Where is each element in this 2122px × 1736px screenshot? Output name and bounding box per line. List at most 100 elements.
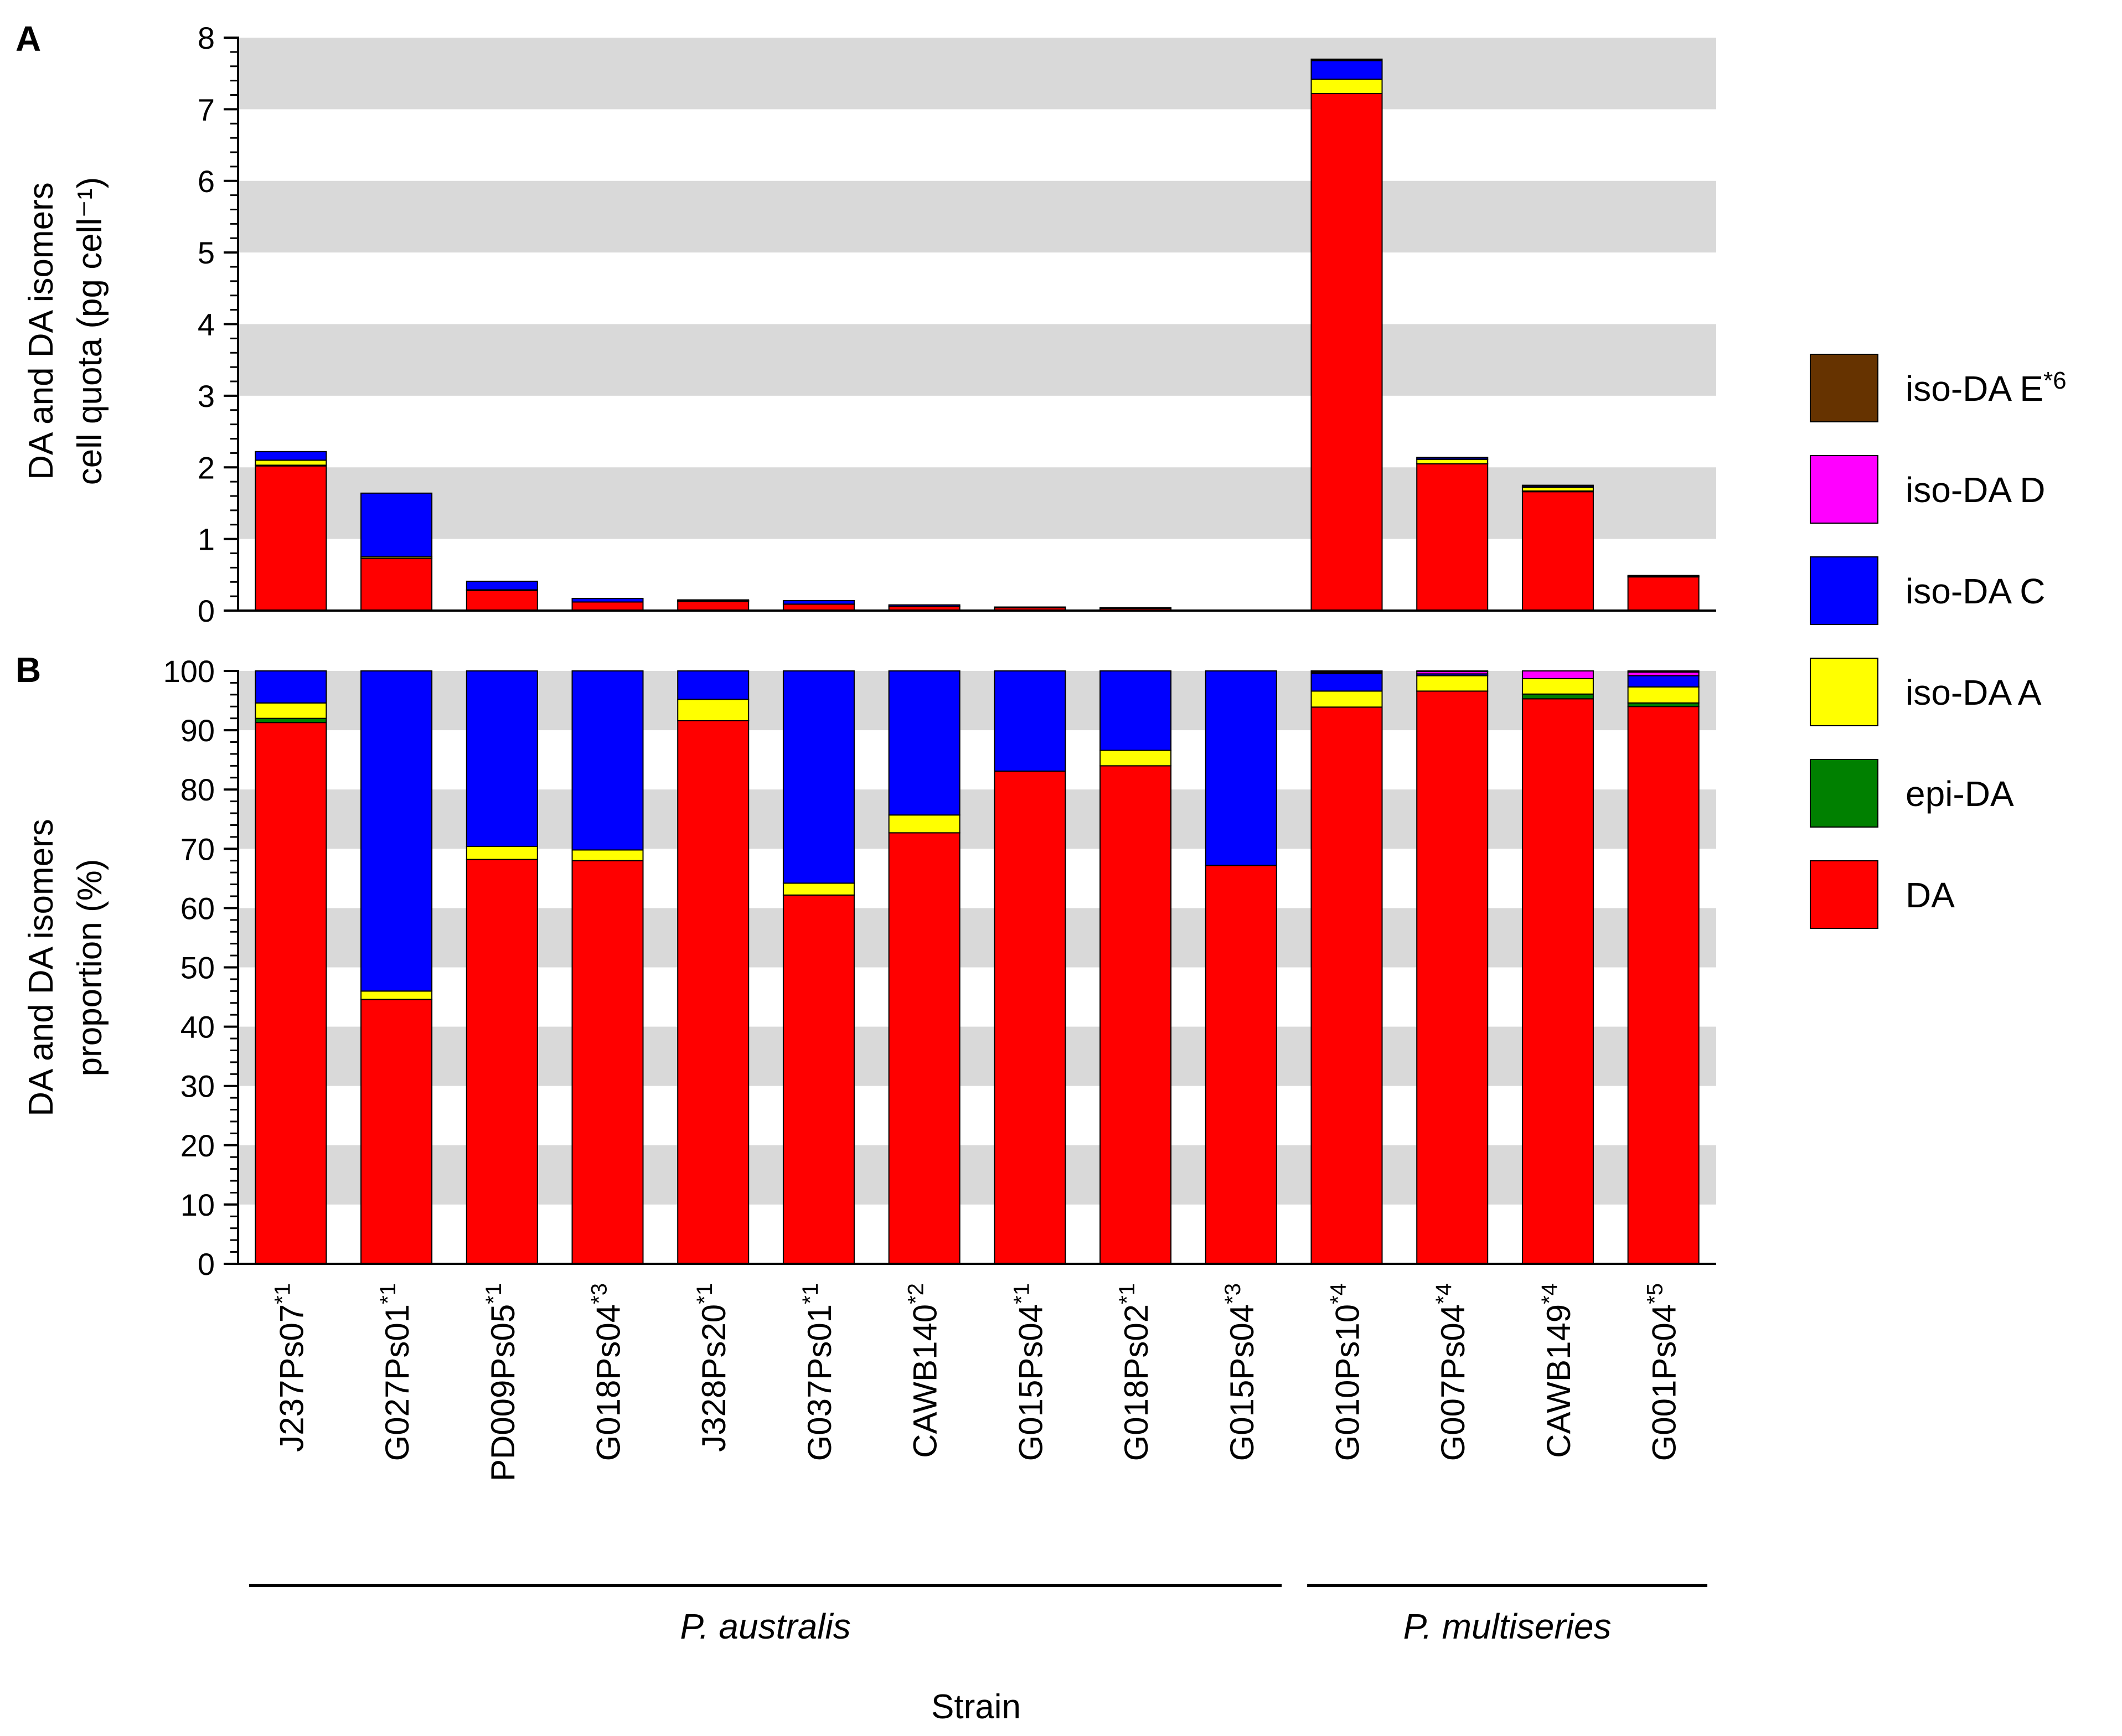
panel-b-y-tick-label: 100 bbox=[163, 654, 215, 689]
panel-b-bar-11-iso-da-a bbox=[1416, 675, 1489, 692]
strain-label: CAWB149*4 bbox=[1537, 1283, 1577, 1458]
strain-label: G037Ps01*1 bbox=[798, 1283, 838, 1461]
panel-a-bar-10-iso-da-c bbox=[1310, 60, 1383, 80]
panel-b-y-tick-label: 0 bbox=[198, 1247, 215, 1282]
legend-label: iso-DA C bbox=[1906, 571, 2046, 611]
panel-b-bars bbox=[255, 670, 1700, 1265]
strain-label: G015Ps04*3 bbox=[1221, 1283, 1261, 1461]
panel-a-bar-2-iso-da-c bbox=[466, 580, 538, 591]
panel-b-bar-13-iso-da-e-6 bbox=[1627, 670, 1700, 673]
panel-b-bar-12-epi-da bbox=[1521, 693, 1594, 700]
panel-a-label: A bbox=[16, 19, 41, 59]
panel-a-y-tick-label: 4 bbox=[198, 307, 215, 342]
panel-b-bar-7-iso-da-c bbox=[994, 670, 1066, 772]
panel-a-y-tick-label: 8 bbox=[198, 20, 215, 55]
panel-a-bar-1-da bbox=[360, 557, 433, 612]
panel-b-bar-3-iso-da-c bbox=[571, 670, 644, 851]
strain-label-superscript: *4 bbox=[1326, 1283, 1351, 1304]
panel-b-bar-8-da bbox=[1099, 765, 1172, 1264]
panel-a-bar-2-da bbox=[466, 590, 538, 612]
panel-b-bar-3-da bbox=[571, 860, 644, 1264]
panel-a-bar-0-iso-da-a bbox=[255, 459, 327, 466]
legend-label: iso-DA E*6 bbox=[1906, 367, 2067, 409]
strain-label-superscript: *1 bbox=[693, 1283, 717, 1304]
strain-label: J237Ps07*1 bbox=[270, 1283, 310, 1452]
panel-b-bar-12-iso-da-a bbox=[1521, 678, 1594, 695]
panel-b-chart: 0 10 20 30 40 50 60 70 80 90 100 B DA and DA isome… bbox=[16, 650, 1716, 1282]
panel-a-bar-7-iso-da-c bbox=[994, 606, 1066, 608]
strain-label-superscript: *4 bbox=[1432, 1283, 1456, 1304]
panel-b-y-tick-label: 60 bbox=[180, 891, 215, 926]
strain-label: G001Ps04*5 bbox=[1643, 1283, 1683, 1461]
panel-b-bar-10-iso-da-c bbox=[1310, 673, 1383, 692]
panel-b-bar-0-epi-da bbox=[255, 717, 327, 724]
legend: iso-DA E*6 iso-DA D iso-DA C iso-DA A epi-DA… bbox=[1810, 354, 2067, 929]
strain-label: J328Ps20*1 bbox=[693, 1283, 732, 1452]
panel-b-bar-0-iso-da-c bbox=[255, 670, 327, 704]
strain-label-superscript: *1 bbox=[798, 1283, 823, 1304]
panel-a-bar-5-iso-da-c bbox=[782, 600, 855, 605]
panel-a-bar-3-iso-da-c bbox=[571, 598, 644, 603]
strain-label: PD009Ps05*1 bbox=[482, 1283, 522, 1481]
panel-a-grid-band bbox=[238, 38, 1716, 110]
panel-b-bar-9-da bbox=[1205, 865, 1277, 1264]
panel-a-chart: 0 1 2 3 4 5 6 7 8 A DA and DA isomers cell quota… bbox=[16, 19, 1716, 628]
strain-label-superscript: *1 bbox=[482, 1283, 506, 1304]
panel-b-bar-10-iso-da-a bbox=[1310, 690, 1383, 708]
strain-label: G018Ps02*1 bbox=[1115, 1283, 1155, 1461]
panel-b-y-tick-label: 50 bbox=[180, 950, 215, 985]
panel-a-y-tick-label: 5 bbox=[198, 235, 215, 270]
panel-a-grid-band bbox=[238, 180, 1716, 253]
strain-label-superscript: *1 bbox=[1009, 1283, 1034, 1304]
strain-label: CAWB140*2 bbox=[904, 1283, 944, 1458]
panel-b-bar-5-da bbox=[782, 894, 855, 1264]
panel-b-y-tick-label: 20 bbox=[180, 1128, 215, 1163]
panel-a-bar-10-iso-da-e-6 bbox=[1310, 58, 1383, 61]
panel-b-bar-10-da bbox=[1310, 706, 1383, 1265]
panel-a-bar-11-da bbox=[1416, 463, 1489, 611]
panel-a-bar-1-iso-da-c bbox=[360, 492, 433, 557]
panel-a-axes: 0 1 2 3 4 5 6 7 8 bbox=[198, 20, 1716, 628]
panel-b-bar-12-da bbox=[1521, 698, 1594, 1265]
panel-b-ylabel-line2: proportion (%) bbox=[71, 859, 109, 1077]
panel-a-bar-12-iso-da-d bbox=[1521, 484, 1594, 487]
legend-label: iso-DA D bbox=[1906, 470, 2046, 510]
panel-a-bar-0-da bbox=[255, 465, 327, 611]
panel-b-grid-band bbox=[238, 908, 1716, 968]
panel-a-bars bbox=[255, 58, 1700, 612]
panel-b-grid-band bbox=[238, 671, 1716, 731]
panel-b-bar-2-iso-da-a bbox=[466, 846, 538, 860]
panel-b-bar-1-da bbox=[360, 999, 433, 1264]
panel-b-bar-6-da bbox=[888, 832, 961, 1265]
panel-a-bar-11-iso-da-d bbox=[1416, 457, 1489, 459]
panel-b-bar-5-iso-da-c bbox=[782, 670, 855, 884]
panel-b-bar-1-iso-da-c bbox=[360, 670, 433, 992]
legend-swatch bbox=[1810, 759, 1878, 828]
panel-a-y-tick-label: 6 bbox=[198, 164, 215, 199]
panel-b-bar-9-iso-da-c bbox=[1205, 670, 1277, 866]
panel-a-ylabel-line2: cell quota (pg cell⁻¹) bbox=[71, 177, 109, 485]
legend-label: epi-DA bbox=[1906, 774, 2014, 814]
panel-a-grid-band bbox=[238, 467, 1716, 539]
panel-b-bar-4-iso-da-c bbox=[677, 670, 750, 700]
panel-a-bar-3-da bbox=[571, 601, 644, 611]
strain-label: G007Ps04*4 bbox=[1432, 1283, 1472, 1461]
panel-b-bar-1-iso-da-a bbox=[360, 990, 433, 1000]
panel-a-bar-4-iso-da-c bbox=[677, 599, 750, 601]
panel-b-bar-5-iso-da-a bbox=[782, 882, 855, 896]
panel-a-bar-11-iso-da-a bbox=[1416, 459, 1489, 464]
species-group-label: P. australis bbox=[680, 1606, 850, 1646]
panel-b-bar-6-iso-da-a bbox=[888, 814, 961, 834]
legend-label: iso-DA A bbox=[1906, 673, 2042, 712]
panel-b-y-tick-label: 30 bbox=[180, 1069, 215, 1104]
panel-b-bar-0-da bbox=[255, 722, 327, 1264]
panel-b-bar-13-da bbox=[1627, 706, 1700, 1264]
strain-label-superscript: *4 bbox=[1537, 1283, 1562, 1304]
strain-labels: J237Ps07*1 G027Ps01*1 PD009Ps05*1 G018Ps04*… bbox=[270, 1283, 1682, 1481]
panel-b-y-tick-label: 10 bbox=[180, 1187, 215, 1222]
panel-b-bar-8-iso-da-a bbox=[1099, 750, 1172, 767]
species-groups: P. australis P. multiseries bbox=[249, 1584, 1707, 1646]
strain-label-superscript: *1 bbox=[376, 1283, 400, 1304]
panel-b-y-tick-label: 40 bbox=[180, 1010, 215, 1045]
